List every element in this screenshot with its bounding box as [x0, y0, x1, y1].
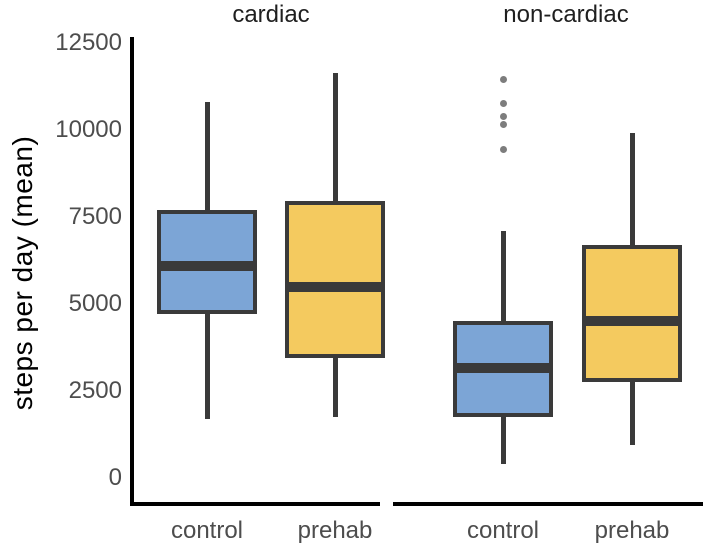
- y-axis-line: [130, 37, 134, 506]
- median-line-cardiac-control: [161, 260, 253, 271]
- whisker-high-non-cardiac-prehab: [629, 133, 635, 247]
- x-tick-label-non-cardiac-prehab: prehab: [594, 517, 670, 544]
- median-line-non-cardiac-control: [457, 363, 549, 374]
- whisker-low-cardiac-control: [204, 312, 210, 419]
- y-tick-label: 12500: [55, 29, 122, 56]
- x-tick-label-non-cardiac-control: control: [466, 517, 540, 544]
- facet-title-cardiac: cardiac: [232, 1, 310, 28]
- y-tick-label: 0: [108, 464, 122, 491]
- whisker-low-cardiac-prehab: [332, 355, 338, 418]
- y-tick-label: 2500: [68, 377, 122, 404]
- y-tick-label: 10000: [55, 116, 122, 143]
- x-axis-line-non-cardiac: [393, 502, 703, 506]
- box-non-cardiac-prehab: [582, 244, 682, 383]
- x-tick-label-cardiac-control: control: [170, 517, 244, 544]
- median-line-cardiac-prehab: [289, 281, 381, 292]
- box-cardiac-control: [157, 210, 257, 315]
- whisker-high-non-cardiac-control: [500, 230, 506, 324]
- outlier-point-non-cardiac-control: [499, 76, 507, 84]
- x-tick-label-cardiac-prehab: prehab: [297, 517, 373, 544]
- facet-title-non-cardiac: non-cardiac: [503, 1, 629, 28]
- x-axis-line-cardiac: [130, 502, 380, 506]
- whisker-low-non-cardiac-control: [500, 415, 506, 465]
- median-line-non-cardiac-prehab: [586, 316, 678, 327]
- outlier-point-non-cardiac-control: [499, 121, 507, 129]
- outlier-point-non-cardiac-control: [499, 112, 507, 120]
- y-tick-label: 7500: [68, 203, 122, 230]
- whisker-low-non-cardiac-prehab: [629, 380, 635, 445]
- box-non-cardiac-control: [453, 321, 553, 418]
- whisker-high-cardiac-control: [204, 102, 210, 213]
- box-cardiac-prehab: [285, 201, 385, 358]
- whisker-high-cardiac-prehab: [332, 72, 338, 204]
- outlier-point-non-cardiac-control: [499, 100, 507, 108]
- y-tick-label: 5000: [68, 290, 122, 317]
- outlier-point-non-cardiac-control: [499, 145, 507, 153]
